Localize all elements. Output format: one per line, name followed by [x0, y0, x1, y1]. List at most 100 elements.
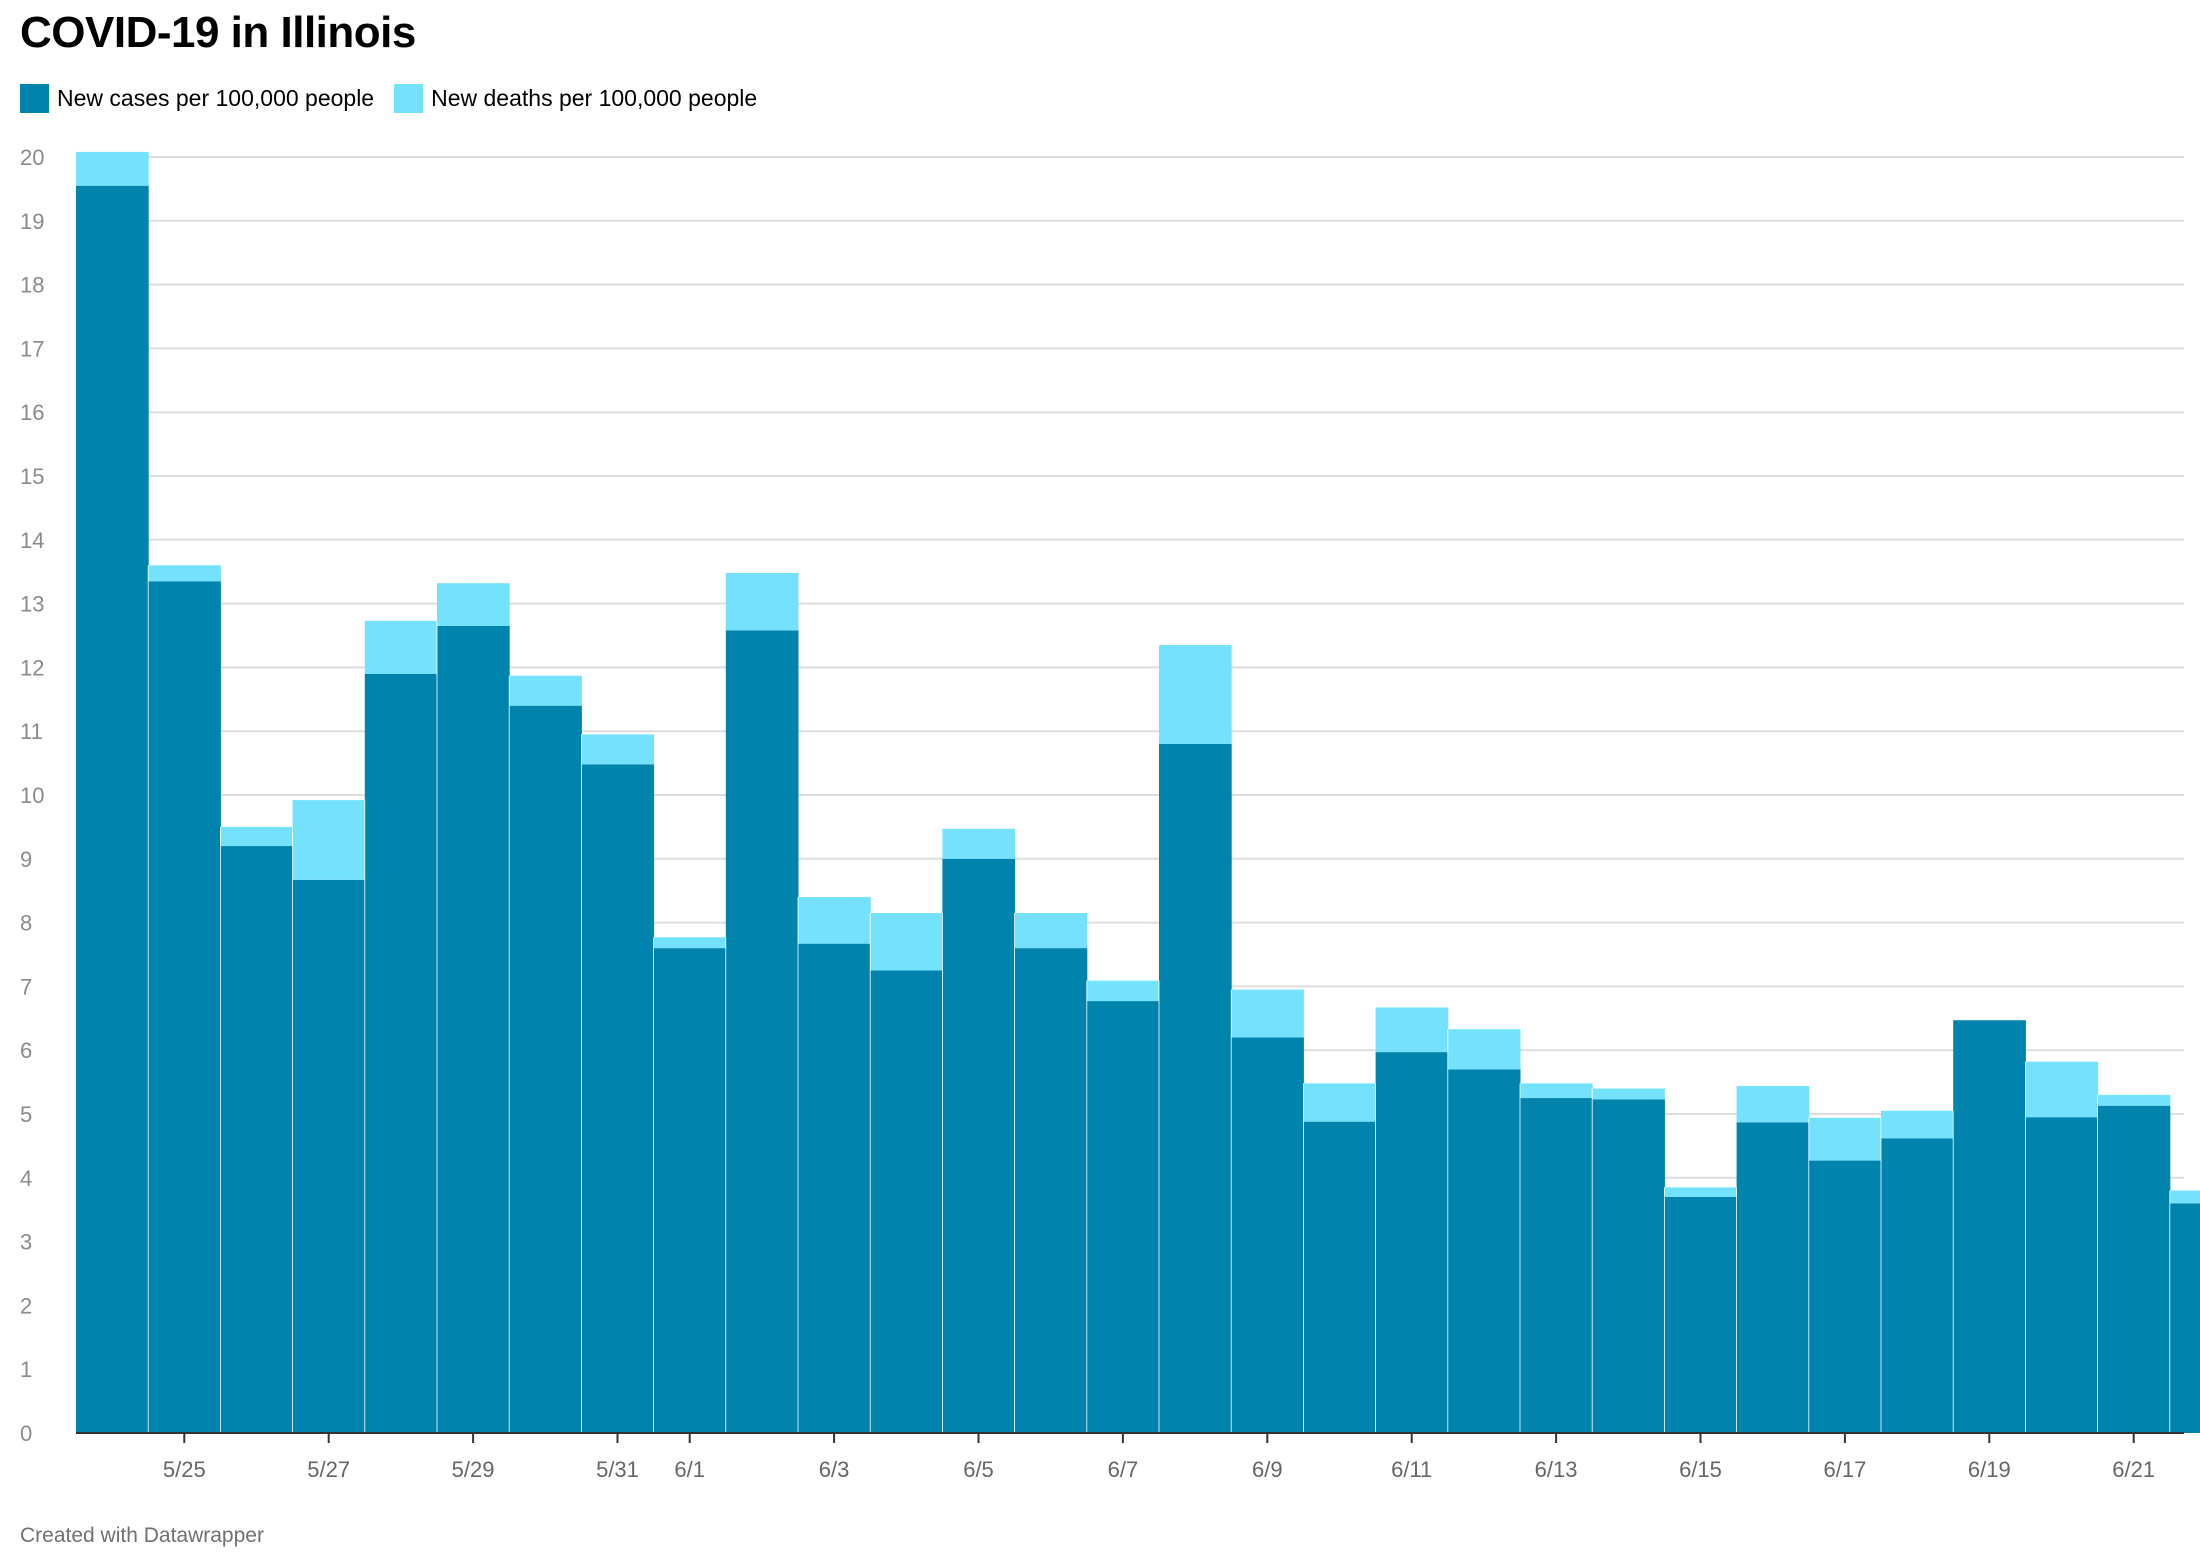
bar-deaths	[2025, 1061, 2099, 1118]
legend: New cases per 100,000 people New deaths …	[20, 84, 777, 113]
y-tick-label: 19	[20, 209, 44, 234]
x-tick-label: 6/5	[963, 1457, 994, 1482]
bar-deaths	[1592, 1088, 1665, 1100]
bar-cases	[1014, 948, 1088, 1433]
x-tick-label: 6/15	[1679, 1457, 1722, 1482]
bar-cases	[1086, 1001, 1160, 1433]
x-tick-label: 6/19	[1968, 1457, 2011, 1482]
bar-cases	[148, 581, 221, 1433]
bar-deaths	[1231, 989, 1304, 1038]
y-tick-label: 6	[20, 1038, 32, 1063]
x-tick-label: 6/13	[1535, 1457, 1578, 1482]
y-tick-label: 17	[20, 336, 44, 361]
y-tick-label: 14	[20, 528, 44, 553]
x-tick-label: 6/3	[819, 1457, 850, 1482]
bar-deaths	[1375, 1007, 1449, 1053]
legend-swatch-cases	[20, 84, 49, 113]
bar-deaths	[2097, 1094, 2171, 1106]
x-tick-label: 5/27	[307, 1457, 350, 1482]
bar-deaths	[364, 620, 438, 674]
bar-deaths	[220, 826, 294, 847]
y-tick-label: 3	[20, 1230, 32, 1255]
bar-cases	[1953, 1020, 2026, 1433]
y-tick-label: 18	[20, 273, 44, 298]
bar-deaths	[148, 565, 221, 582]
bar-cases	[1375, 1052, 1449, 1433]
bar-deaths	[1881, 1110, 1954, 1139]
bar-cases	[364, 673, 438, 1433]
y-tick-label: 0	[20, 1421, 32, 1446]
legend-swatch-deaths	[394, 84, 424, 113]
y-tick-label: 15	[20, 464, 44, 489]
bar-cases	[1231, 1037, 1304, 1433]
bars	[76, 151, 2200, 1434]
y-tick-label: 13	[20, 592, 44, 617]
bar-deaths	[1303, 1083, 1377, 1122]
bar-cases	[1664, 1196, 1738, 1433]
chart-title: COVID-19 in Illinois	[20, 8, 416, 57]
legend-label-cases: New cases per 100,000 people	[57, 85, 375, 111]
bar-cases	[870, 970, 943, 1433]
x-tick-label: 6/21	[2112, 1457, 2155, 1482]
y-tick-label: 12	[20, 655, 44, 680]
y-tick-label: 10	[20, 783, 44, 808]
bar-deaths	[1447, 1029, 1521, 1070]
bar-deaths	[76, 151, 149, 186]
bar-deaths	[437, 583, 510, 626]
y-tick-label: 4	[20, 1166, 32, 1191]
y-tick-label: 8	[20, 911, 32, 936]
y-tick-label: 1	[20, 1357, 32, 1382]
bar-cases	[1808, 1160, 1882, 1433]
bar-cases	[76, 185, 149, 1434]
bar-cases	[220, 846, 294, 1433]
x-tick-label: 5/25	[163, 1457, 206, 1482]
x-tick-label: 5/31	[596, 1457, 639, 1482]
bar-cases	[1159, 743, 1232, 1433]
bar-cases	[292, 879, 366, 1433]
bar-deaths	[581, 734, 655, 765]
bar-cases	[2169, 1203, 2200, 1433]
bar-cases	[1303, 1121, 1377, 1433]
bar-deaths	[1808, 1117, 1882, 1161]
x-tick-label: 6/7	[1108, 1457, 1139, 1482]
bar-deaths	[725, 572, 799, 631]
bar-deaths	[798, 897, 871, 944]
bar-cases	[1881, 1138, 1954, 1433]
footer-credit: Created with Datawrapper	[20, 1524, 264, 1547]
y-tick-label: 16	[20, 400, 44, 425]
bar-deaths	[509, 675, 582, 706]
bar-cases	[1736, 1122, 1810, 1433]
bar-deaths	[653, 937, 727, 949]
bar-deaths	[1086, 980, 1160, 1002]
bar-cases	[2097, 1105, 2171, 1433]
bar-deaths	[292, 800, 366, 880]
bar-deaths	[1520, 1083, 1593, 1099]
bar-cases	[725, 630, 799, 1433]
legend-label-deaths: New deaths per 100,000 people	[431, 85, 758, 111]
bar-cases	[942, 858, 1016, 1433]
bar-cases	[2025, 1117, 2099, 1433]
bar-cases	[653, 948, 727, 1433]
bar-cases	[1447, 1069, 1521, 1433]
y-tick-label: 5	[20, 1102, 32, 1127]
y-tick-label: 2	[20, 1293, 32, 1318]
bar-deaths	[1664, 1187, 1738, 1197]
bar-deaths	[1159, 645, 1232, 744]
bar-cases	[1520, 1098, 1593, 1433]
bar-deaths	[1736, 1085, 1810, 1123]
bar-deaths	[942, 828, 1016, 859]
x-tick-label: 6/11	[1391, 1457, 1432, 1482]
bar-cases	[437, 625, 510, 1433]
bar-cases	[798, 943, 871, 1433]
y-tick-label: 11	[20, 719, 43, 744]
bar-cases	[509, 705, 582, 1433]
bar-cases	[581, 764, 655, 1433]
bar-deaths	[870, 913, 943, 971]
y-tick-label: 9	[20, 847, 32, 872]
y-tick-label: 7	[20, 974, 32, 999]
x-tick-label: 5/29	[452, 1457, 495, 1482]
x-tick-label: 6/9	[1252, 1457, 1283, 1482]
bar-cases	[1592, 1099, 1665, 1433]
